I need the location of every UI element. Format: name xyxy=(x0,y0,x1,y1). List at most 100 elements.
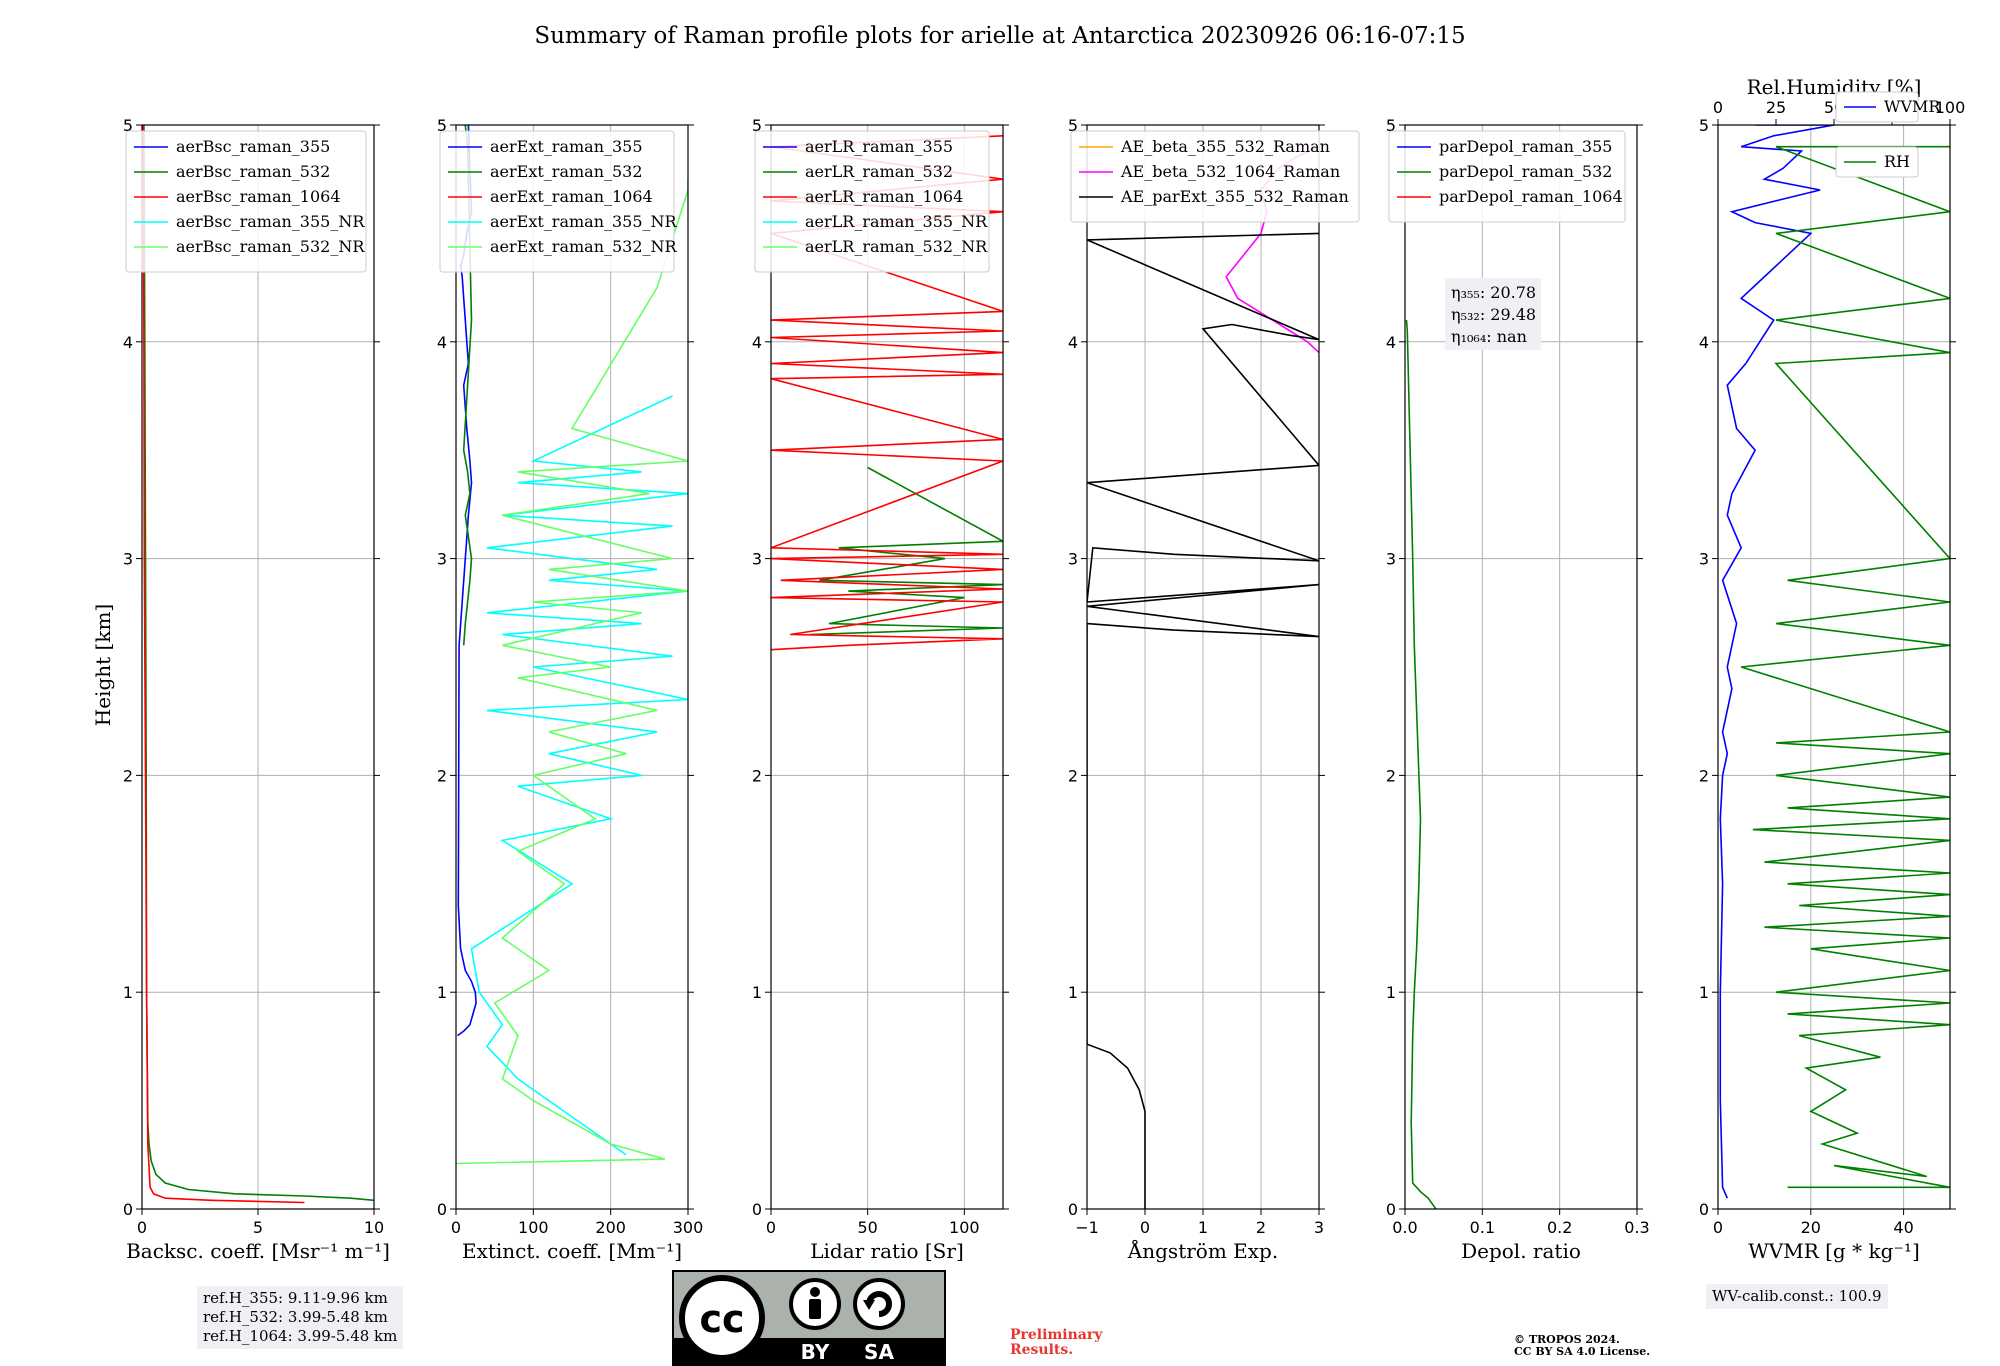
by-text: BY xyxy=(801,1340,830,1364)
legend-entry: aerExt_raman_355 xyxy=(490,137,643,156)
x-tick-label: 40 xyxy=(1893,1218,1913,1237)
y-tick-label: 0 xyxy=(437,1200,447,1219)
series-group xyxy=(456,125,688,1165)
x-tick-label: 300 xyxy=(673,1218,704,1237)
figure-title: Summary of Raman profile plots for ariel… xyxy=(534,23,1465,49)
legend-box xyxy=(1388,130,1626,223)
x-axis-label: Backsc. coeff. [Msr⁻¹ m⁻¹] xyxy=(126,1239,390,1263)
y-tick-label: 5 xyxy=(1699,116,1709,135)
y-tick-label: 3 xyxy=(437,550,447,569)
y-tick-label: 4 xyxy=(123,333,133,352)
plot-frame xyxy=(1404,124,1638,1210)
series-line-aerExt_raman_355_NR xyxy=(470,395,688,1156)
preliminary-line-2: Results. xyxy=(1010,1342,1074,1358)
legend-box xyxy=(754,130,990,273)
y-tick-label: 2 xyxy=(752,766,762,785)
series-line-aerLR_raman_532 xyxy=(809,466,1003,636)
legend-entry: aerLR_raman_532_NR xyxy=(805,237,988,256)
x-tick-label: 200 xyxy=(595,1218,626,1237)
legend-box xyxy=(1835,146,1919,178)
legend: WVMR xyxy=(1835,91,1941,123)
top-tick-label: 25 xyxy=(1766,98,1786,117)
x-axis-label: Depol. ratio xyxy=(1461,1239,1581,1263)
series-group xyxy=(1405,320,1437,1209)
series-group xyxy=(142,125,374,1204)
preliminary-note: Preliminary Results. xyxy=(1010,1328,1102,1358)
legend-entry: aerLR_raman_1064 xyxy=(805,187,963,206)
legend-entry: aerBsc_raman_355_NR xyxy=(176,212,365,231)
y-tick-label: 1 xyxy=(437,983,447,1002)
x-tick-label: 0 xyxy=(451,1218,461,1237)
legend-entry: AE_beta_355_532_Raman xyxy=(1120,137,1330,156)
x-tick-label: 0.1 xyxy=(1470,1218,1495,1237)
plot-frame xyxy=(455,124,689,1210)
series-group xyxy=(1719,125,1950,1199)
refh-355: ref.H_355: 9.11-9.96 km xyxy=(203,1289,388,1307)
legend-box xyxy=(1070,130,1360,223)
panel-2: 0 100 200 300 0 1 2 3 4 5 Extinct. coeff. [Mm⁻¹] ae… xyxy=(437,116,703,1263)
y-tick-label: 2 xyxy=(1068,766,1078,785)
legend-entry: aerLR_raman_355 xyxy=(805,137,953,156)
y-tick-label: 3 xyxy=(1699,550,1709,569)
cc-by-sa-logo: cc BY SA xyxy=(672,1270,946,1366)
y-tick-label: 1 xyxy=(1068,983,1078,1002)
legend: aerLR_raman_355 aerLR_raman_532 aerLR_rama… xyxy=(754,130,990,273)
series-line-aerExt_raman_532_NR xyxy=(456,179,688,1165)
x-tick-label: 0 xyxy=(1713,1218,1723,1237)
y-tick-label: 1 xyxy=(123,983,133,1002)
y-tick-label: 2 xyxy=(123,766,133,785)
series-line-RH xyxy=(1740,145,1950,1189)
x-axis-label: Extinct. coeff. [Mm⁻¹] xyxy=(462,1239,682,1263)
y-tick-label: 0 xyxy=(1386,1200,1396,1219)
y-tick-label: 0 xyxy=(1699,1200,1709,1219)
x-tick-label: 100 xyxy=(518,1218,549,1237)
x-tick-label: 0 xyxy=(1140,1218,1150,1237)
x-tick-label: 0 xyxy=(137,1218,147,1237)
legend-entry: WVMR xyxy=(1884,97,1941,116)
y-tick-label: 5 xyxy=(437,116,447,135)
legend-entry: aerBsc_raman_532_NR xyxy=(176,237,365,256)
y-tick-label: 5 xyxy=(1386,116,1396,135)
y-axis-label: Height [km] xyxy=(91,604,115,726)
y-tick-label: 5 xyxy=(123,116,133,135)
cc-text: cc xyxy=(699,1297,744,1341)
legend-box xyxy=(125,130,367,273)
top-tick-label: 100 xyxy=(1935,98,1966,117)
legend: AE_beta_355_532_Raman AE_beta_532_1064_Ra… xyxy=(1070,130,1360,223)
y-tick-label: 4 xyxy=(1386,333,1396,352)
annotation-line: η₃₅₅: 20.78 xyxy=(1451,283,1536,302)
legend: RH xyxy=(1835,146,1919,178)
series-line-WVMR xyxy=(1719,125,1835,1199)
y-tick-label: 4 xyxy=(1068,333,1078,352)
legend: aerBsc_raman_355 aerBsc_raman_532 aerBsc_r… xyxy=(125,130,367,273)
x-tick-label: 5 xyxy=(253,1218,263,1237)
series-line-aerExt_raman_532 xyxy=(462,125,473,646)
copyright-line-1: © TROPOS 2024. xyxy=(1514,1333,1620,1346)
refh-1064: ref.H_1064: 3.99-5.48 km xyxy=(203,1327,398,1345)
preliminary-line-1: Preliminary xyxy=(1010,1327,1103,1343)
annotation-line: η₁₀₆₄: nan xyxy=(1451,327,1527,346)
legend-entry: parDepol_raman_355 xyxy=(1439,137,1612,156)
top-tick-label: 0 xyxy=(1713,98,1723,117)
y-tick-label: 1 xyxy=(1386,983,1396,1002)
legend-entry: aerExt_raman_1064 xyxy=(490,187,653,206)
legend-box xyxy=(439,130,675,273)
plot-frame xyxy=(770,124,1004,1210)
legend-entry: aerExt_raman_532_NR xyxy=(490,237,678,256)
x-axis-label: Lidar ratio [Sr] xyxy=(810,1239,964,1263)
reference-height-box: ref.H_355: 9.11-9.96 km ref.H_532: 3.99-… xyxy=(197,1286,404,1349)
panel-5: 0.0 0.1 0.2 0.3 0 1 2 3 4 5 Depol. ratio parDepol_r… xyxy=(1386,116,1650,1263)
x-axis-label: Ångström Exp. xyxy=(1127,1238,1278,1263)
wv-calibration-text: WV-calib.const.: 100.9 xyxy=(1712,1287,1882,1305)
legend-entry: aerBsc_raman_1064 xyxy=(176,187,341,206)
copyright-line-2: CC BY SA 4.0 License. xyxy=(1514,1345,1651,1358)
refh-532: ref.H_532: 3.99-5.48 km xyxy=(203,1308,388,1326)
legend-entry: AE_parExt_355_532_Raman xyxy=(1120,187,1349,206)
y-tick-label: 4 xyxy=(1699,333,1709,352)
legend-entry: aerExt_raman_532 xyxy=(490,162,643,181)
legend-entry: aerExt_raman_355_NR xyxy=(490,212,678,231)
copyright-note: © TROPOS 2024. CC BY SA 4.0 License. xyxy=(1514,1334,1650,1358)
legend-box xyxy=(1835,91,1919,123)
